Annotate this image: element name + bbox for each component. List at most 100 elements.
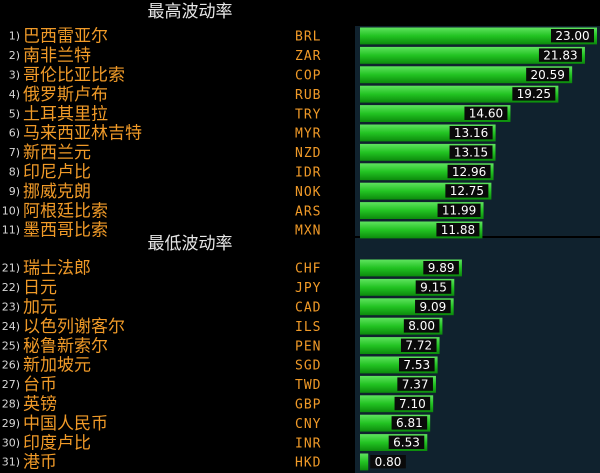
currency-name: 阿根廷比索 [23,201,108,221]
value-label: 19.25 [517,87,551,101]
rank-label: 8) [9,166,20,179]
rank-label: 9) [9,185,20,198]
rank-label: 24) [2,320,20,333]
currency-name: 俄罗斯卢布 [23,85,108,105]
currency-code: INR [295,436,321,451]
value-label: 6.53 [393,436,420,450]
rank-label: 10) [2,204,20,217]
rank-label: 22) [2,281,20,294]
currency-code: COP [295,69,321,84]
value-label: 0.80 [375,455,402,469]
currency-code: SGD [295,359,321,374]
value-label-box [449,126,493,140]
currency-code: PEN [295,339,321,354]
currency-code: NZD [295,146,321,161]
section-title: 最低波动率 [148,234,233,254]
bar-zar [360,46,585,64]
value-label-box [436,223,480,237]
currency-code: MYR [295,127,321,142]
rank-label: 25) [2,339,20,352]
value-label: 12.75 [450,184,484,198]
currency-code: CNY [295,417,321,432]
currency-name: 墨西哥比索 [23,221,108,241]
rank-label: 29) [2,417,20,430]
value-label-box [370,455,406,469]
currency-name: 新西兰元 [23,143,91,163]
value-label-box [403,319,440,333]
currency-code: CAD [295,301,321,316]
currency-code: ARS [295,204,321,219]
value-label-box [551,29,594,43]
rank-label: 7) [9,146,20,159]
value-label-box [538,48,582,62]
rank-label: 28) [2,398,20,411]
currency-name: 哥伦比亚比索 [23,66,125,86]
value-label: 7.53 [403,358,430,372]
currency-code: GBP [295,398,321,413]
value-label: 6.81 [396,416,423,430]
value-label-box [512,87,556,101]
currency-name: 新加坡元 [23,356,91,376]
currency-code: RUB [295,88,321,103]
currency-code: HKD [295,456,321,471]
value-label: 9.89 [428,261,455,275]
rank-label: 6) [9,127,20,140]
rank-label: 27) [2,378,20,391]
currency-code: ZAR [295,49,321,64]
rank-label: 26) [2,359,20,372]
currency-name: 印度卢比 [23,433,91,453]
currency-name: 中国人民币 [23,414,108,434]
currency-code: TWD [295,378,321,393]
bar-rub [360,85,559,103]
currency-code: JPY [295,281,321,296]
value-label-box [394,396,431,411]
bar-area-band [355,238,600,473]
currency-code: CHF [295,262,321,277]
currency-name: 加元 [23,298,57,318]
currency-name: 印尼卢比 [23,163,91,183]
currency-code: IDR [295,166,321,181]
value-label: 11.88 [441,223,475,237]
bar-brl [360,27,597,45]
value-label: 11.99 [442,204,476,218]
currency-name: 港币 [23,453,57,473]
bar-hkd [360,453,369,471]
currency-code: BRL [295,30,321,45]
value-label: 12.96 [452,165,486,179]
currency-name: 巴西雷亚尔 [23,27,108,47]
value-label-box [415,280,452,294]
currency-name: 瑞士法郎 [23,259,91,279]
rank-label: 31) [2,456,20,469]
currency-name: 台币 [23,375,57,395]
currency-name: 日元 [23,278,57,298]
value-label: 9.09 [420,300,447,314]
value-label-box [445,184,489,198]
currency-name: 挪威克朗 [23,182,91,202]
value-label-box [398,358,435,372]
value-label: 9.15 [420,280,447,294]
currency-code: TRY [295,107,321,122]
currency-name: 英镑 [23,395,57,415]
value-label-box [526,67,570,82]
value-label-box [437,203,481,217]
rank-label: 3) [9,69,20,82]
value-label: 14.60 [469,107,503,121]
value-label: 8.00 [408,319,435,333]
rank-label: 11) [2,224,20,237]
rank-label: 30) [2,436,20,449]
value-label-box [447,164,491,179]
rank-label: 1) [9,30,20,43]
currency-name: 南非兰特 [23,46,91,66]
value-label-box [449,145,493,159]
value-label-box [415,299,451,314]
currency-code: NOK [295,185,321,200]
value-label: 23.00 [555,29,589,43]
value-label-box [423,261,459,275]
section-title: 最高波动率 [148,2,233,22]
value-label: 7.72 [405,339,432,353]
value-label-box [464,106,508,120]
value-label-box [388,435,425,449]
currency-name: 马来西亚林吉特 [23,124,142,144]
value-label: 7.37 [402,377,429,391]
